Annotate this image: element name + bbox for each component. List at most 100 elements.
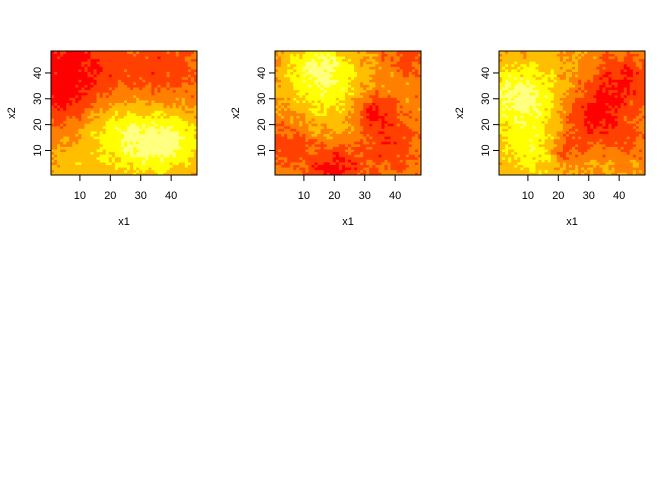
heatmap-cell (111, 125, 116, 129)
heatmap-cell (511, 115, 515, 119)
heatmap-cell (393, 69, 398, 73)
heatmap-cell (90, 58, 94, 62)
heatmap-cell (160, 123, 164, 127)
heatmap-cell (60, 149, 64, 153)
heatmap-cell (139, 100, 143, 104)
heatmap-cell (166, 159, 170, 163)
heatmap-cell (335, 69, 340, 73)
heatmap-cell (363, 146, 367, 150)
heatmap-cell (87, 69, 91, 73)
heatmap-cell (90, 151, 94, 155)
heatmap-cell (411, 118, 416, 122)
heatmap-cell (408, 51, 413, 54)
heatmap-cell (390, 110, 394, 114)
heatmap-cell (360, 74, 364, 78)
heatmap-cell (99, 105, 104, 109)
heatmap-cell (311, 87, 315, 91)
heatmap-cell (402, 115, 407, 119)
heatmap-cell (417, 82, 422, 85)
heatmap-cell (84, 61, 88, 65)
heatmap-cell (308, 164, 312, 168)
heatmap-cell (499, 105, 503, 109)
heatmap-cell (69, 118, 73, 122)
heatmap-cell (157, 113, 161, 116)
heatmap-cell (366, 92, 370, 96)
heatmap-cell (127, 105, 131, 109)
heatmap-cell (399, 56, 404, 60)
heatmap-cell (351, 56, 355, 60)
heatmap-cell (136, 102, 140, 106)
heatmap-cell (329, 167, 334, 171)
heatmap-cell (514, 151, 518, 155)
heatmap-cell (99, 76, 104, 80)
heatmap-cell (338, 56, 343, 60)
heatmap-cell (341, 79, 346, 83)
heatmap-cell (57, 169, 61, 173)
heatmap-cell (163, 53, 167, 57)
heatmap-cell (293, 58, 297, 62)
heatmap-cell (157, 58, 161, 62)
heatmap-cell (299, 144, 303, 147)
heatmap-cell (351, 151, 355, 155)
heatmap-cell (72, 138, 76, 142)
heatmap-cell (314, 154, 318, 158)
heatmap-cell (99, 159, 104, 163)
heatmap-cell (332, 146, 337, 150)
heatmap-cell (160, 156, 164, 160)
heatmap-cell (499, 69, 503, 73)
heatmap-cell (136, 82, 140, 85)
heatmap-cell (81, 144, 85, 147)
heatmap-cell (72, 74, 76, 78)
heatmap-cell (381, 162, 385, 166)
heatmap-cell (169, 172, 174, 176)
heatmap-cell (320, 76, 325, 80)
heatmap-cell (60, 94, 64, 98)
heatmap-cell (338, 71, 343, 75)
heatmap-cell (399, 105, 404, 109)
heatmap-cell (305, 151, 309, 155)
heatmap-cell (332, 138, 337, 142)
heatmap-cell (372, 71, 376, 75)
heatmap-cell (160, 149, 164, 153)
heatmap-cell (287, 63, 291, 67)
heatmap-cell (372, 66, 376, 70)
heatmap-cell (311, 61, 315, 65)
heatmap-cell (320, 87, 325, 91)
heatmap-cell (99, 61, 104, 65)
heatmap-cell (348, 146, 352, 150)
heatmap-cell (178, 84, 183, 88)
heatmap-cell (329, 69, 334, 73)
heatmap-cell (314, 128, 318, 132)
heatmap-cell (284, 107, 288, 111)
heatmap-cell (363, 63, 367, 67)
heatmap-cell (508, 51, 512, 54)
heatmap-cell (190, 172, 195, 176)
heatmap-cell (411, 113, 416, 116)
heatmap-cell (275, 76, 279, 80)
heatmap-cell (96, 82, 101, 85)
heatmap-cell (505, 172, 509, 176)
heatmap-cell (502, 164, 506, 168)
heatmap-cell (111, 120, 116, 124)
heatmap-cell (399, 167, 404, 171)
heatmap-cell (341, 74, 346, 78)
heatmap-cell (78, 131, 82, 135)
heatmap-cell (514, 79, 518, 83)
heatmap-cell (396, 159, 401, 163)
heatmap-cell (57, 69, 61, 73)
heatmap-cell (408, 61, 413, 65)
heatmap-cell (172, 141, 177, 145)
heatmap-cell (90, 167, 94, 171)
heatmap-cell (96, 125, 101, 129)
heatmap-cell (111, 156, 116, 160)
heatmap-cell (396, 100, 401, 104)
heatmap-cell (124, 58, 128, 62)
heatmap-cell (311, 58, 315, 62)
heatmap-cell (120, 125, 125, 129)
heatmap-cell (293, 74, 297, 78)
heatmap-cell (66, 154, 70, 158)
heatmap-cell (275, 162, 279, 166)
heatmap-cell (130, 63, 134, 67)
heatmap-cell (320, 61, 325, 65)
heatmap-cell (160, 164, 164, 168)
